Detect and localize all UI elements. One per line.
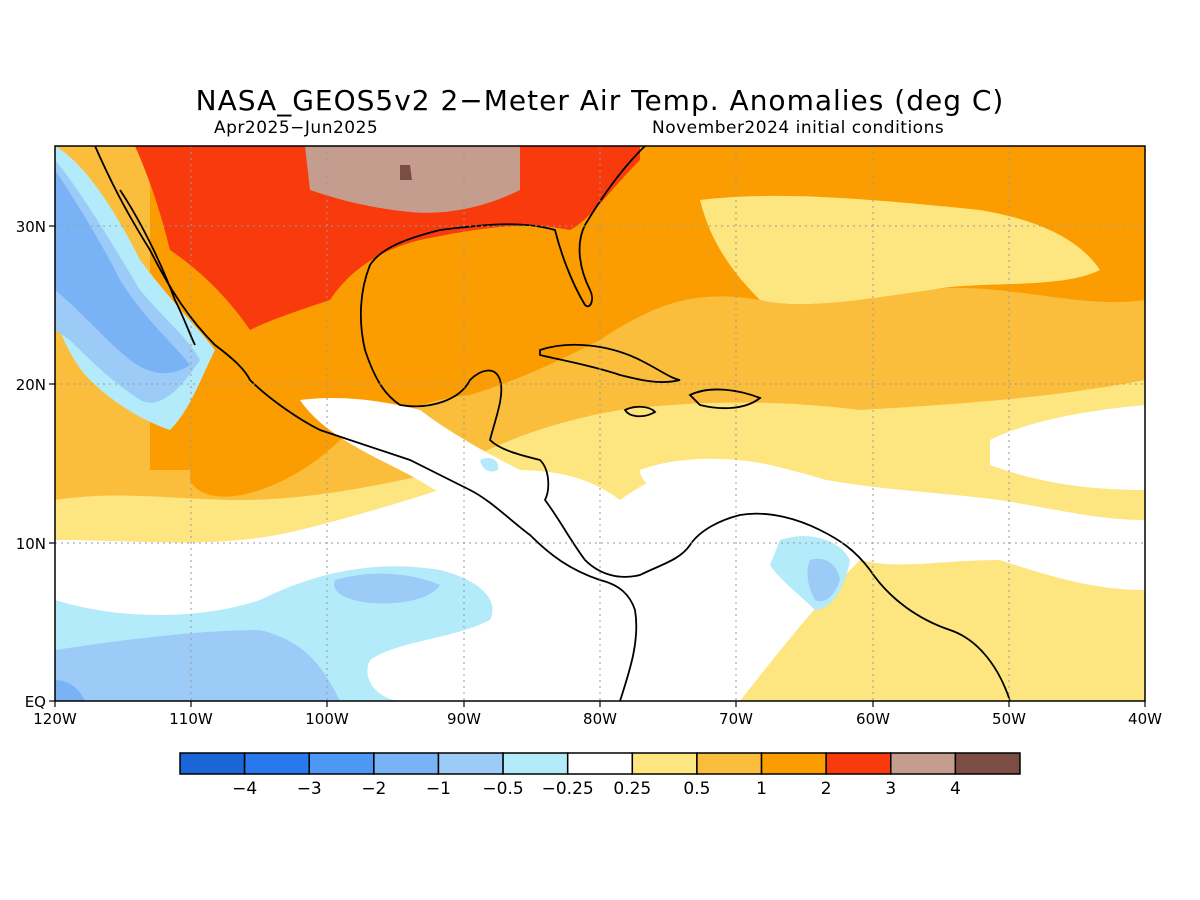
lon-label: 90W <box>447 710 481 728</box>
colorbar-label: −3 <box>297 779 322 799</box>
lon-label: 60W <box>856 710 890 728</box>
cuba <box>539 343 681 383</box>
colorbar-swatch <box>502 752 569 775</box>
lon-label: 80W <box>583 710 617 728</box>
field-cold-baja <box>55 170 190 374</box>
lon-label: 120W <box>33 710 77 728</box>
lat-label: 10N <box>16 535 46 553</box>
field-0.25-0.5-atlantic <box>700 195 1100 305</box>
colorbar-label: −4 <box>232 779 257 799</box>
colorbar-label: 2 <box>821 779 832 799</box>
lat-labels: 30N 20N 10N EQ <box>16 218 46 711</box>
grid <box>55 146 1145 701</box>
lon-label: 110W <box>169 710 213 728</box>
colorbar-label: −0.25 <box>542 779 594 799</box>
initial-conditions: November2024 initial conditions <box>652 118 945 138</box>
colorbar-label: 1 <box>756 779 767 799</box>
colorbar-swatch <box>696 752 763 775</box>
colorbar-label: 4 <box>950 779 961 799</box>
field-cool-honduras <box>480 458 499 472</box>
colorbar-swatch <box>308 752 375 775</box>
lon-label: 40W <box>1128 710 1162 728</box>
colorbar-labels: −4 −3 −2 −1 −0.5 −0.25 0.25 0.5 1 2 3 4 <box>232 779 961 799</box>
colorbar-swatch <box>954 752 1021 775</box>
coastlines <box>94 146 1011 701</box>
field-3-4 <box>305 146 520 213</box>
colorbar-swatch <box>373 752 440 775</box>
colorbar-swatch <box>825 752 892 775</box>
colorbar-label: 0.25 <box>613 779 651 799</box>
atlantic-coast <box>359 146 1011 701</box>
hispaniola <box>688 388 762 409</box>
colorbar-label: −2 <box>361 779 386 799</box>
field-neutral-central-america <box>300 398 590 584</box>
colorbar-swatch <box>179 752 246 775</box>
colorbar-swatch <box>760 752 827 775</box>
lat-label: EQ <box>25 693 46 711</box>
colorbar-swatch <box>437 752 504 775</box>
colorbar-label: 0.5 <box>683 779 710 799</box>
lon-label: 70W <box>719 710 753 728</box>
field-neutral-caribbean <box>640 458 870 508</box>
map-title: NASA_GEOS5v2 2−Meter Air Temp. Anomalies… <box>195 84 1005 117</box>
colorbar-swatch <box>243 752 310 775</box>
lon-label: 100W <box>305 710 349 728</box>
pacific-coast <box>94 146 638 701</box>
baja-peninsula <box>119 189 196 346</box>
colorbar <box>179 752 1021 775</box>
colorbar-swatch <box>566 752 634 775</box>
field-cooler-pacific-south <box>55 630 340 701</box>
field-neutral-east <box>990 405 1145 490</box>
colorbar-label: 3 <box>885 779 896 799</box>
field-cooler-pacific <box>334 573 440 604</box>
colorbar-label: −1 <box>426 779 451 799</box>
colorbar-swatch <box>631 752 698 775</box>
lat-label: 20N <box>16 376 46 394</box>
lat-label: 30N <box>16 218 46 236</box>
lon-label: 50W <box>992 710 1026 728</box>
lon-labels: 120W 110W 100W 90W 80W 70W 60W 50W 40W <box>33 710 1162 728</box>
jamaica <box>623 405 657 418</box>
colorbar-swatch <box>890 752 957 775</box>
field-cooler-venezuela <box>807 558 840 602</box>
colorbar-label: −0.5 <box>482 779 523 799</box>
field-gt4 <box>400 165 412 180</box>
field-cold-pacific-south <box>55 680 85 701</box>
field-1-2-mexico <box>190 360 340 497</box>
forecast-period: Apr2025−Jun2025 <box>214 118 379 138</box>
tick-marks <box>49 225 1146 707</box>
